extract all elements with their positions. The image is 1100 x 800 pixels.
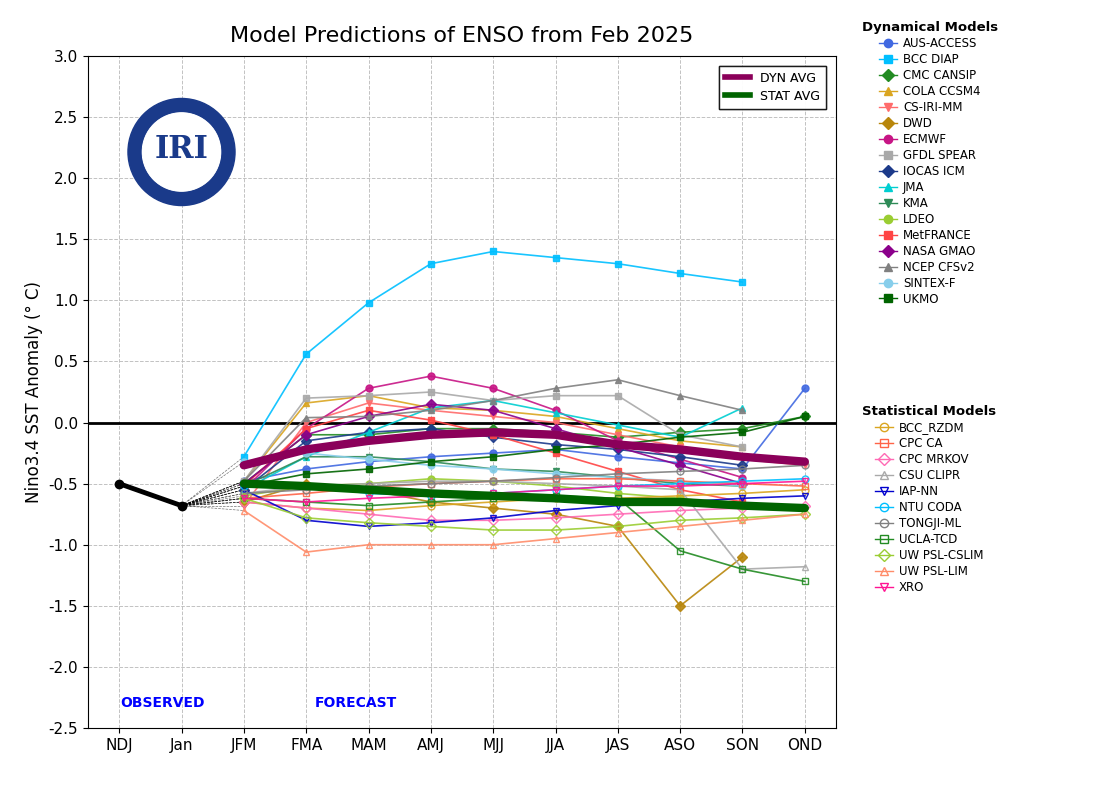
Legend: AUS-ACCESS, BCC DIAP, CMC CANSIP, COLA CCSM4, CS-IRI-MM, DWD, ECMWF, GFDL SPEAR,: AUS-ACCESS, BCC DIAP, CMC CANSIP, COLA C… [858, 18, 1002, 309]
Text: OBSERVED: OBSERVED [121, 696, 205, 710]
Title: Model Predictions of ENSO from Feb 2025: Model Predictions of ENSO from Feb 2025 [230, 26, 694, 46]
Y-axis label: Nino3.4 SST Anomaly (° C): Nino3.4 SST Anomaly (° C) [25, 281, 43, 503]
Circle shape [142, 113, 221, 191]
Circle shape [128, 98, 235, 206]
Text: FORECAST: FORECAST [315, 696, 397, 710]
Legend: DYN AVG, STAT AVG: DYN AVG, STAT AVG [718, 66, 826, 109]
Legend: BCC_RZDM, CPC CA, CPC MRKOV, CSU CLIPR, IAP-NN, NTU CODA, TONGJI-ML, UCLA-TCD, U: BCC_RZDM, CPC CA, CPC MRKOV, CSU CLIPR, … [858, 402, 1000, 598]
Text: IRI: IRI [155, 134, 208, 165]
